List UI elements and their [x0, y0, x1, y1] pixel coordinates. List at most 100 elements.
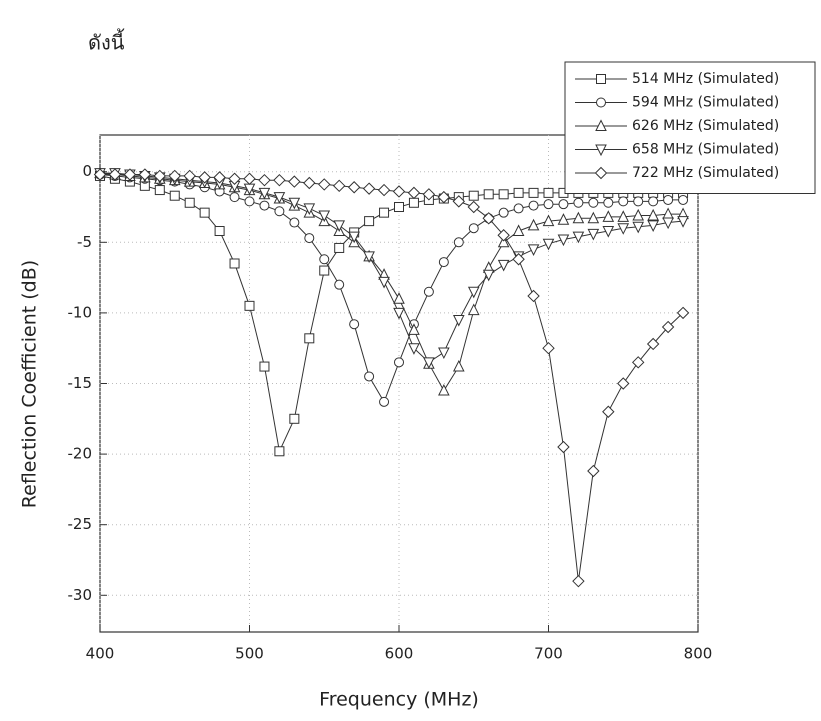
marker — [349, 319, 360, 330]
marker — [243, 172, 256, 185]
marker — [214, 226, 225, 237]
x-tick-label: 600 — [385, 645, 414, 663]
marker — [437, 190, 451, 204]
marker — [617, 210, 630, 222]
marker — [602, 405, 615, 418]
marker — [587, 228, 600, 241]
marker — [422, 188, 436, 201]
marker — [258, 173, 271, 187]
marker — [452, 195, 466, 208]
marker — [244, 300, 255, 311]
marker — [633, 196, 644, 207]
marker — [394, 357, 404, 368]
marker — [438, 257, 449, 268]
marker — [154, 185, 165, 196]
marker — [632, 208, 645, 221]
marker — [646, 337, 660, 351]
marker — [229, 192, 240, 203]
marker — [259, 200, 270, 211]
series-line — [100, 172, 684, 363]
marker — [468, 190, 479, 201]
series-line — [99, 172, 683, 392]
marker — [528, 200, 539, 211]
marker — [527, 218, 540, 231]
marker — [647, 220, 659, 232]
marker — [379, 396, 390, 407]
marker — [303, 203, 316, 216]
marker — [362, 182, 376, 195]
marker — [632, 221, 645, 234]
marker — [93, 168, 107, 181]
marker — [648, 196, 659, 207]
marker — [678, 194, 689, 205]
marker — [662, 207, 674, 220]
marker — [596, 74, 606, 84]
y-axis-title: Reflection Coefficient (dB) — [19, 260, 41, 508]
marker — [303, 176, 316, 190]
legend-label: 514 MHz (Simulated) — [632, 71, 779, 87]
marker — [452, 359, 465, 372]
marker — [408, 197, 419, 208]
x-tick-label: 800 — [684, 645, 713, 663]
marker — [617, 377, 630, 390]
marker — [558, 199, 569, 210]
marker — [304, 333, 315, 344]
marker — [631, 356, 645, 369]
marker — [617, 223, 630, 235]
marker — [512, 224, 525, 237]
marker — [557, 440, 570, 454]
marker — [602, 210, 615, 222]
marker — [587, 464, 600, 478]
marker — [587, 211, 600, 224]
legend-box — [564, 61, 816, 194]
marker — [319, 265, 330, 276]
y-tick-label: -25 — [68, 515, 93, 533]
marker — [364, 216, 375, 227]
marker — [213, 171, 226, 184]
marker — [618, 196, 629, 207]
y-tick-label: 0 — [82, 162, 92, 180]
marker — [289, 217, 300, 228]
marker — [482, 212, 495, 225]
marker — [289, 413, 300, 424]
marker — [497, 229, 510, 242]
marker — [408, 323, 420, 335]
marker — [333, 220, 346, 232]
x-tick-label: 500 — [235, 645, 264, 663]
marker — [603, 197, 614, 208]
marker — [334, 279, 345, 290]
marker — [594, 166, 608, 180]
marker — [467, 286, 480, 299]
marker — [513, 187, 524, 198]
marker — [347, 181, 361, 194]
marker — [153, 169, 167, 183]
marker — [258, 187, 271, 200]
marker — [423, 286, 434, 297]
marker — [334, 242, 345, 253]
marker — [273, 173, 286, 187]
marker — [184, 197, 195, 208]
marker — [661, 320, 675, 334]
x-axis-title: Frequency (MHz) — [319, 689, 479, 711]
marker — [453, 237, 464, 248]
marker — [467, 200, 480, 214]
marker — [662, 217, 674, 230]
marker — [183, 169, 196, 183]
marker — [596, 97, 606, 108]
series-line — [99, 174, 683, 404]
marker — [363, 251, 375, 264]
marker — [377, 183, 391, 197]
marker — [348, 231, 360, 244]
marker — [199, 207, 210, 218]
y-tick-label: -15 — [68, 374, 93, 392]
marker — [228, 172, 241, 185]
marker — [482, 269, 495, 282]
marker — [513, 203, 524, 214]
marker — [318, 210, 331, 223]
page-text: ดังนี้ — [88, 29, 125, 55]
marker — [407, 186, 421, 200]
marker — [602, 226, 615, 238]
marker — [676, 306, 690, 320]
marker — [543, 187, 554, 198]
marker — [467, 303, 480, 316]
